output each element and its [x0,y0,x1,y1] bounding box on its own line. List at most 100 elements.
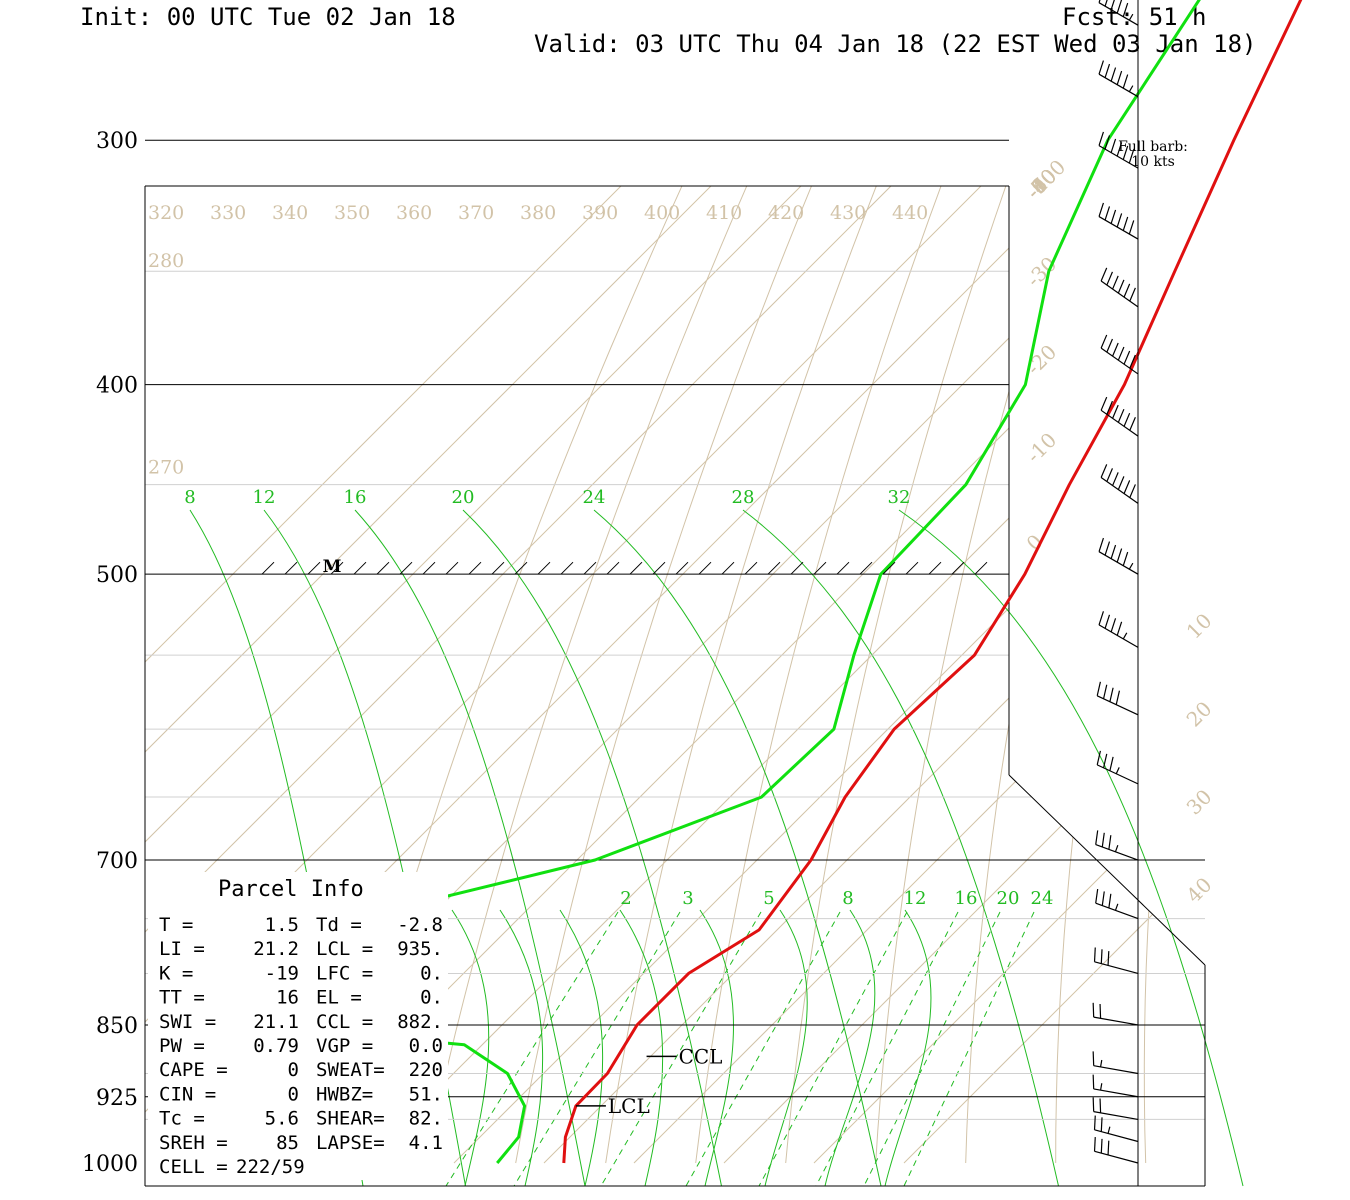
parcel-label: K = [159,962,193,984]
mixing-ratio-line [462,509,722,1187]
barb-flag [1117,279,1125,294]
barb-half [1128,562,1134,570]
hatch-tick [445,561,459,575]
temperature-profile [562,0,1303,1164]
hatch-tick [974,561,988,575]
mixing-ratio-label: 2 [620,888,631,909]
barb-flag [1092,1074,1095,1089]
isotherm [633,186,1205,1164]
hatch-tick [698,561,712,575]
barb-flag [1115,690,1121,705]
moist-adiabat [619,909,664,1187]
barb-staff [1098,145,1139,169]
theta-label: 370 [458,202,494,224]
hatch-tick [721,561,735,575]
dry-adiabat [1055,186,1205,1164]
theta-label: 430 [830,202,866,224]
dry-adiabat [515,186,1205,1164]
wind-barb [1100,267,1139,308]
barb-flag [1100,1117,1103,1132]
mixing-ratio-label: 16 [344,487,367,508]
barb-flag [1098,202,1105,217]
parcel-value: 21.2 [253,938,299,960]
mixing-ratio-label: 12 [904,888,927,909]
hatch-tick [767,561,781,575]
parcel-label: Td = [316,914,362,936]
barb-flag [1101,832,1105,848]
parcel-label: PW = [159,1035,205,1057]
mixing-ratio-line [898,509,1244,1187]
hatch-tick [629,561,643,575]
parcel-value: 0 [288,1083,299,1105]
barb-half [1114,845,1119,853]
hatch-tick [353,561,367,575]
init-time: Init: 00 UTC Tue 02 Jan 18 [80,3,456,31]
barb-flag [1100,464,1108,478]
moist-adiabat [824,909,876,1187]
barb-flag [1106,400,1113,415]
barb-legend-line1: Full barb: [1118,139,1188,155]
dry-adiabats [335,0,1350,1164]
barb-flag [1100,267,1108,282]
parcel-label: LI = [159,938,205,960]
theta-label: 340 [272,202,308,224]
moist-adiabat [499,909,544,1187]
hatch-tick [813,561,827,575]
valid-time: Valid: 03 UTC Thu 04 Jan 18 (22 EST Wed … [534,30,1256,58]
barb-flag [1122,216,1129,231]
theta-label: 320 [148,202,184,224]
mixing-ratio-label: 24 [1031,888,1054,909]
barb-staff [1100,409,1139,437]
barb-staff [1093,1088,1139,1098]
barb-flag [1122,551,1129,566]
mixing-ratio-line [354,509,586,1187]
mixing-ratio-dashed [758,911,908,1187]
barb-flag [1109,687,1114,702]
parcel-value: 82. [409,1108,443,1130]
parcel-value: 220 [409,1059,443,1081]
barb-staff [1100,347,1139,375]
barb-flag [1100,949,1103,964]
mixing-ratio-dashed [513,911,681,1187]
hatch-tick [606,561,620,575]
mixing-ratio-dashed [863,911,1001,1187]
barb-half [1099,1059,1103,1068]
dry-adiabat [425,186,1205,1164]
parcel-info-title: Parcel Info [218,877,364,902]
mixing-ratio-label: 12 [253,487,276,508]
barb-flag [1100,1138,1103,1154]
barb-flag [1092,1051,1095,1066]
wind-barb [1092,1051,1139,1075]
barb-half [1122,632,1128,640]
barb-flag [1099,1004,1102,1019]
barb-flag [1110,618,1117,633]
parcel-value: 4.1 [409,1132,443,1154]
dry-adiabat [1314,0,1350,1163]
hatch-tick [514,561,528,575]
wind-barb [1092,1074,1139,1098]
mixing-ratio-label: 32 [888,487,911,508]
isotherm [723,186,1205,1164]
parcel-label: CIN = [159,1083,216,1105]
pressure-label: 925 [96,1086,138,1111]
wind-barb [1100,334,1139,375]
hatch-tick [330,561,344,575]
mixing-ratio-dashed [445,911,619,1187]
parcel-label: CAPE = [159,1059,228,1081]
pressure-label: 850 [96,1014,138,1039]
parcel-label: SWI = [159,1011,216,1033]
parcel-label: EL = [316,987,362,1009]
barb-flag [1106,468,1113,482]
barb-staff [1098,624,1139,648]
parcel-info-rows: T = 1.5 Td = -2.8 LI = 21.2 LCL = 935. K = -19 LFC… [159,914,443,1178]
barb-flag [1107,951,1110,966]
parcel-value: 0 [288,1059,299,1081]
barb-staff [1098,73,1139,98]
mixing-ratio-dashed [903,911,1035,1187]
hatch-tick [537,561,551,575]
mixing-ratio-label: 5 [763,888,774,909]
parcel-value: 0. [420,962,443,984]
wind-barb [1096,750,1139,785]
barb-flag [1104,206,1111,221]
parcel-label: T = [159,914,193,936]
